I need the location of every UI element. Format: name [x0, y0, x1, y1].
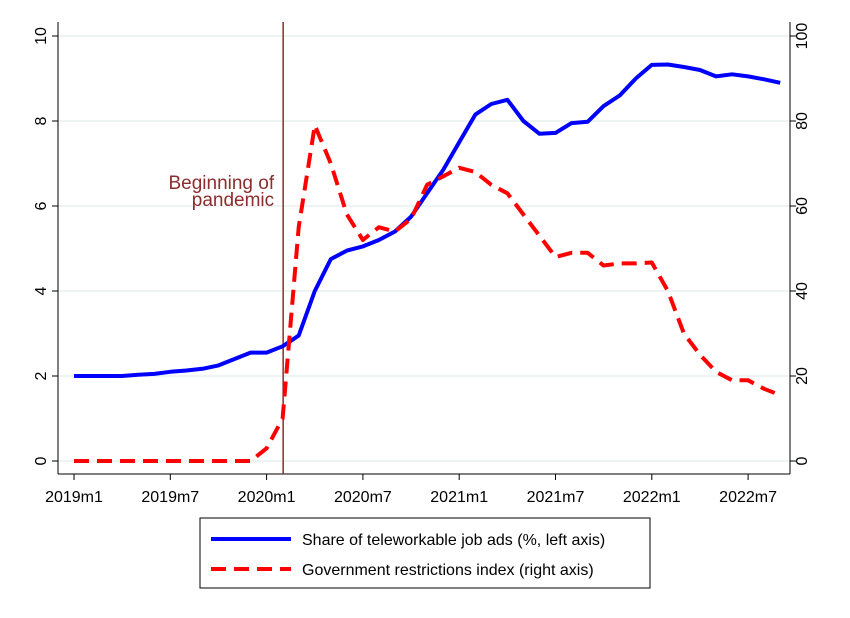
x-tick-label: 2019m1: [45, 489, 103, 506]
right-tick-label: 20: [794, 367, 811, 385]
right-tick-label: 100: [794, 23, 811, 50]
x-tick-label: 2022m7: [719, 489, 777, 506]
x-tick-label: 2021m7: [527, 489, 585, 506]
right-tick-label: 60: [794, 197, 811, 215]
left-tick-label: 8: [33, 116, 50, 125]
right-axis-ticks: 0 20 40 60 80 100: [790, 23, 811, 465]
left-tick-label: 2: [33, 371, 50, 380]
series-line-restrictions: [74, 123, 781, 463]
left-tick-label: 10: [33, 27, 50, 45]
legend-label-restrictions: Government restrictions index (right axi…: [302, 562, 594, 579]
x-tick-label: 2019m7: [141, 489, 199, 506]
x-tick-label: 2020m7: [334, 489, 392, 506]
x-tick-label: 2021m1: [430, 489, 488, 506]
left-tick-label: 4: [33, 286, 50, 295]
gridlines: [58, 35, 790, 462]
right-tick-label: 0: [794, 456, 811, 465]
x-tick-label: 2022m1: [623, 489, 681, 506]
series-line-teleworkable: [74, 62, 781, 378]
left-axis-ticks: 0 2 4 6 8 10: [33, 27, 58, 465]
annotation-line1: Beginning of: [168, 173, 274, 194]
legend-label-teleworkable: Share of teleworkable job ads (%, left a…: [302, 532, 605, 549]
x-tick-label: 2020m1: [238, 489, 296, 506]
x-axis-ticks: 2019m1 2019m7 2020m1 2020m7 2021m1 2021m7 2022…: [45, 474, 777, 506]
series-group: [74, 62, 781, 463]
right-tick-label: 80: [794, 112, 811, 130]
annotation-line2: pandemic: [192, 190, 274, 211]
plot-area: [58, 22, 790, 474]
legend-box: [199, 517, 651, 589]
left-tick-label: 6: [33, 201, 50, 210]
legend: Share of teleworkable job ads (%, left a…: [199, 517, 651, 589]
right-tick-label: 40: [794, 282, 811, 300]
left-tick-label: 0: [33, 456, 50, 465]
